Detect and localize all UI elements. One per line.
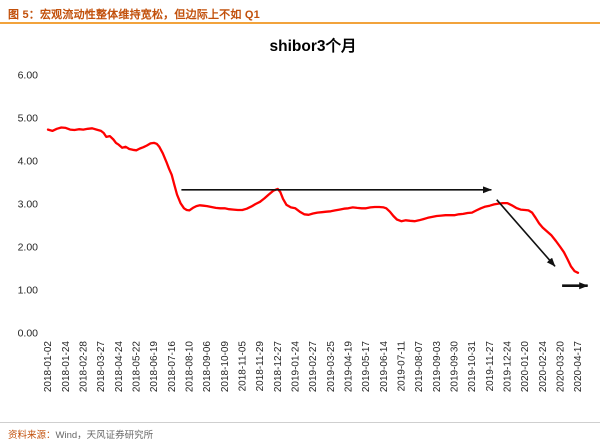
x-tick-label: 2020-02-24 [538, 341, 549, 393]
source-bar: 资料来源：Wind，天风证券研究所 [0, 422, 600, 443]
x-tick-label: 2019-02-27 [308, 341, 319, 393]
x-tick-label: 2019-05-17 [361, 341, 372, 393]
source-label: 资料来源： [8, 430, 56, 441]
x-tick-label: 2019-09-30 [450, 341, 461, 393]
chart-title: shibor3个月 [270, 37, 357, 55]
x-tick-label: 2018-10-09 [220, 341, 231, 393]
x-tick-label: 2018-11-29 [255, 341, 266, 392]
figure-caption-bar: 图 5：宏观流动性整体维持宽松，但边际上不如 Q1 [0, 0, 600, 24]
x-tick-label: 2018-07-16 [167, 341, 178, 393]
figure-caption: 图 5：宏观流动性整体维持宽松，但边际上不如 Q1 [8, 9, 260, 21]
x-tick-label: 2018-09-06 [202, 341, 213, 393]
x-tick-label: 2019-03-25 [326, 341, 337, 393]
x-tick-label: 2020-01-20 [520, 341, 531, 393]
y-tick-label: 1.00 [18, 285, 39, 297]
x-tick-label: 2018-06-19 [149, 341, 160, 393]
x-tick-label: 2018-03-27 [96, 341, 107, 393]
x-tick-label: 2018-01-02 [43, 341, 54, 393]
trend-arrow [496, 199, 556, 267]
trend-arrows [181, 186, 589, 290]
x-tick-label: 2020-03-20 [556, 341, 567, 393]
x-tick-label: 2020-04-17 [573, 341, 584, 393]
x-tick-label: 2019-06-14 [379, 341, 390, 393]
y-tick-label: 4.00 [18, 156, 39, 168]
x-tick-label: 2018-08-10 [185, 341, 196, 393]
x-tick-label: 2018-02-28 [79, 341, 90, 393]
x-tick-label: 2018-12-27 [273, 341, 284, 393]
x-tick-label: 2018-11-05 [238, 341, 249, 392]
y-tick-label: 0.00 [18, 328, 39, 340]
x-tick-label: 2019-01-24 [291, 341, 302, 393]
y-tick-label: 6.00 [18, 70, 39, 82]
x-tick-label: 2018-05-22 [132, 341, 143, 393]
y-axis-tick-labels: 0.00 1.00 2.00 3.00 4.00 5.00 6.00 [18, 70, 39, 340]
x-tick-label: 2019-09-03 [432, 341, 443, 393]
shibor-series-line [46, 126, 580, 274]
y-tick-label: 3.00 [18, 199, 39, 211]
line-chart: shibor3个月 0.00 1.00 2.00 3.00 4.00 5.00 6.00 2… [0, 24, 600, 422]
x-tick-label: 2019-04-19 [344, 341, 355, 393]
x-tick-label: 2019-11-27 [485, 341, 496, 392]
y-tick-label: 2.00 [18, 242, 39, 254]
shibor-line-chart-svg: shibor3个月 0.00 1.00 2.00 3.00 4.00 5.00 6.00 2… [18, 37, 589, 393]
x-tick-label: 2019-08-07 [414, 341, 425, 393]
x-tick-label: 2018-01-24 [61, 341, 72, 393]
x-axis-tick-labels: 2018-01-02 2018-01-24 2018-02-28 2018-03-27… [43, 341, 584, 393]
x-tick-label: 2018-04-24 [114, 341, 125, 393]
source-text: Wind，天风证券研究所 [55, 430, 154, 441]
x-tick-label: 2019-07-11 [397, 341, 408, 392]
x-tick-label: 2019-12-24 [503, 341, 514, 393]
y-tick-label: 5.00 [18, 113, 39, 125]
x-tick-label: 2019-10-31 [467, 341, 478, 393]
